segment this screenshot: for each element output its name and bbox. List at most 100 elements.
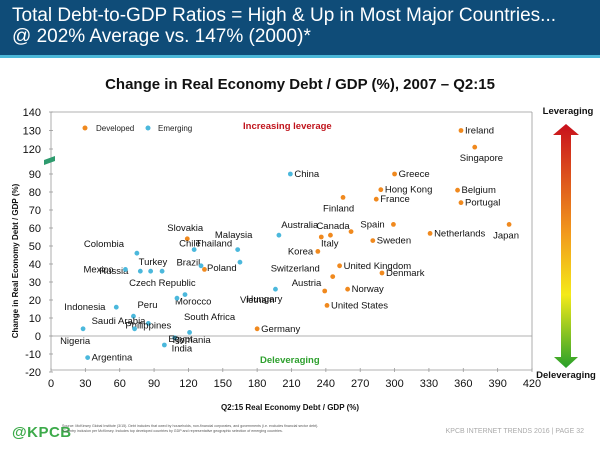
point-label-czech-republic: Czech Republic — [129, 278, 196, 289]
point-australia — [318, 234, 324, 240]
point-indonesia — [113, 304, 119, 310]
x-tick-label: 0 — [48, 378, 54, 390]
point-label-mexico: Mexico — [83, 264, 113, 275]
point-ireland — [458, 128, 464, 133]
point-russia — [137, 268, 143, 274]
point-france — [373, 196, 379, 202]
point-label-russia: Russia — [99, 266, 129, 277]
point-label-hong-kong: Hong Kong — [385, 185, 433, 196]
y-tick-label: 130 — [23, 126, 41, 138]
point-switzerland — [330, 274, 336, 279]
point-label-morocco: Morocco — [175, 297, 211, 308]
point-label-colombia: Colombia — [84, 239, 125, 250]
point-portugal — [458, 200, 464, 206]
x-tick-label: 210 — [282, 378, 300, 390]
point-label-singapore: Singapore — [460, 153, 503, 164]
point-italy — [348, 229, 354, 235]
point-label-denmark: Denmark — [386, 268, 425, 279]
point-label-romania: Romania — [173, 335, 212, 346]
point-label-thailand: Thailand — [196, 239, 232, 250]
point-label-south-africa: South Africa — [184, 312, 236, 323]
point-saudi-arabia — [132, 326, 138, 332]
y-tick-label: 80 — [29, 187, 41, 199]
x-tick-label: 360 — [454, 378, 472, 390]
point-hungary — [273, 286, 278, 292]
leverage-gradient-arrow — [553, 124, 579, 368]
y-tick-label: 0 — [35, 331, 41, 343]
point-label-indonesia: Indonesia — [64, 302, 106, 313]
point-united-states — [324, 303, 330, 308]
point-label-canada: Canada — [316, 221, 350, 232]
x-tick-label: 300 — [385, 378, 403, 390]
legend-label-emerging: Emerging — [158, 124, 192, 133]
x-tick-label: 30 — [79, 378, 91, 390]
point-label-nigeria: Nigeria — [60, 336, 91, 347]
point-label-finland: Finland — [323, 203, 354, 214]
arrow-bottom-label: Deleveraging — [536, 370, 596, 381]
x-tick-label: 120 — [179, 378, 197, 390]
point-label-greece: Greece — [399, 169, 430, 180]
point-japan — [506, 222, 512, 227]
x-tick-label: 270 — [351, 378, 369, 390]
point-label-ireland: Ireland — [465, 126, 494, 137]
point-greece — [392, 171, 397, 177]
point-vietnam — [237, 259, 243, 265]
point-label-hungary: Hungary — [246, 294, 282, 305]
point-label-vietnam: Vietnam — [240, 295, 275, 306]
point-turkey — [148, 268, 154, 274]
point-label-belgium: Belgium — [462, 185, 496, 196]
point-label-portugal: Portugal — [465, 198, 500, 209]
point-czech-republic — [159, 268, 165, 274]
point-label-germany: Germany — [261, 324, 300, 335]
page-info: KPCB INTERNET TRENDS 2016 | PAGE 32 — [445, 428, 584, 435]
legend-marker-emerging — [145, 125, 151, 131]
point-brazil — [202, 267, 207, 272]
point-egypt — [161, 342, 167, 348]
point-belgium — [455, 187, 460, 193]
point-label-china: China — [294, 169, 320, 180]
point-sweden — [370, 238, 376, 244]
point-nigeria — [80, 326, 86, 332]
y-tick-label: 120 — [23, 144, 41, 156]
y-tick-label: 40 — [29, 259, 41, 271]
legend-marker-developed — [82, 125, 88, 131]
point-label-chile: Chile — [179, 239, 201, 250]
point-malaysia — [276, 232, 282, 238]
axis-break-marker — [44, 156, 55, 165]
point-chile — [191, 247, 197, 253]
point-label-saudi-arabia: Saudi Arabia — [92, 316, 147, 327]
point-label-france: France — [380, 194, 410, 205]
legend-label-developed: Developed — [96, 124, 134, 133]
point-label-korea: Korea — [288, 246, 314, 257]
point-hong-kong — [378, 187, 384, 193]
point-singapore — [472, 144, 478, 150]
deleveraging-inner-label: Deleveraging — [260, 355, 320, 366]
point-label-sweden: Sweden — [377, 236, 411, 247]
point-morocco — [182, 292, 188, 297]
point-label-norway: Norway — [352, 284, 384, 295]
point-colombia — [134, 250, 140, 256]
point-label-japan: Japan — [493, 230, 519, 241]
x-tick-label: 60 — [114, 378, 126, 390]
chart-title: Change in Real Economy Debt / GDP (%), 2… — [105, 76, 495, 93]
point-germany — [254, 326, 260, 332]
source-line-2: *Country inclusion per McKinsey. Include… — [62, 429, 283, 433]
point-norway — [345, 286, 351, 292]
point-label-philippines: Philippines — [125, 320, 171, 331]
y-tick-label: 90 — [29, 169, 41, 181]
point-philippines — [145, 321, 151, 326]
y-tick-label: 60 — [29, 223, 41, 235]
point-label-turkey: Turkey — [139, 257, 168, 268]
point-label-brazil: Brazil — [176, 257, 200, 268]
y-tick-label: 30 — [29, 277, 41, 289]
y-tick-label: 70 — [29, 205, 41, 217]
x-tick-label: 150 — [214, 378, 232, 390]
point-label-spain: Spain — [360, 219, 384, 230]
point-label-argentina: Argentina — [92, 353, 133, 364]
point-label-india: India — [172, 343, 193, 354]
point-netherlands — [427, 231, 433, 236]
y-tick-label: -20 — [25, 367, 41, 379]
x-tick-label: 90 — [148, 378, 160, 390]
point-austria — [322, 288, 328, 294]
point-label-malaysia: Malaysia — [215, 230, 253, 241]
